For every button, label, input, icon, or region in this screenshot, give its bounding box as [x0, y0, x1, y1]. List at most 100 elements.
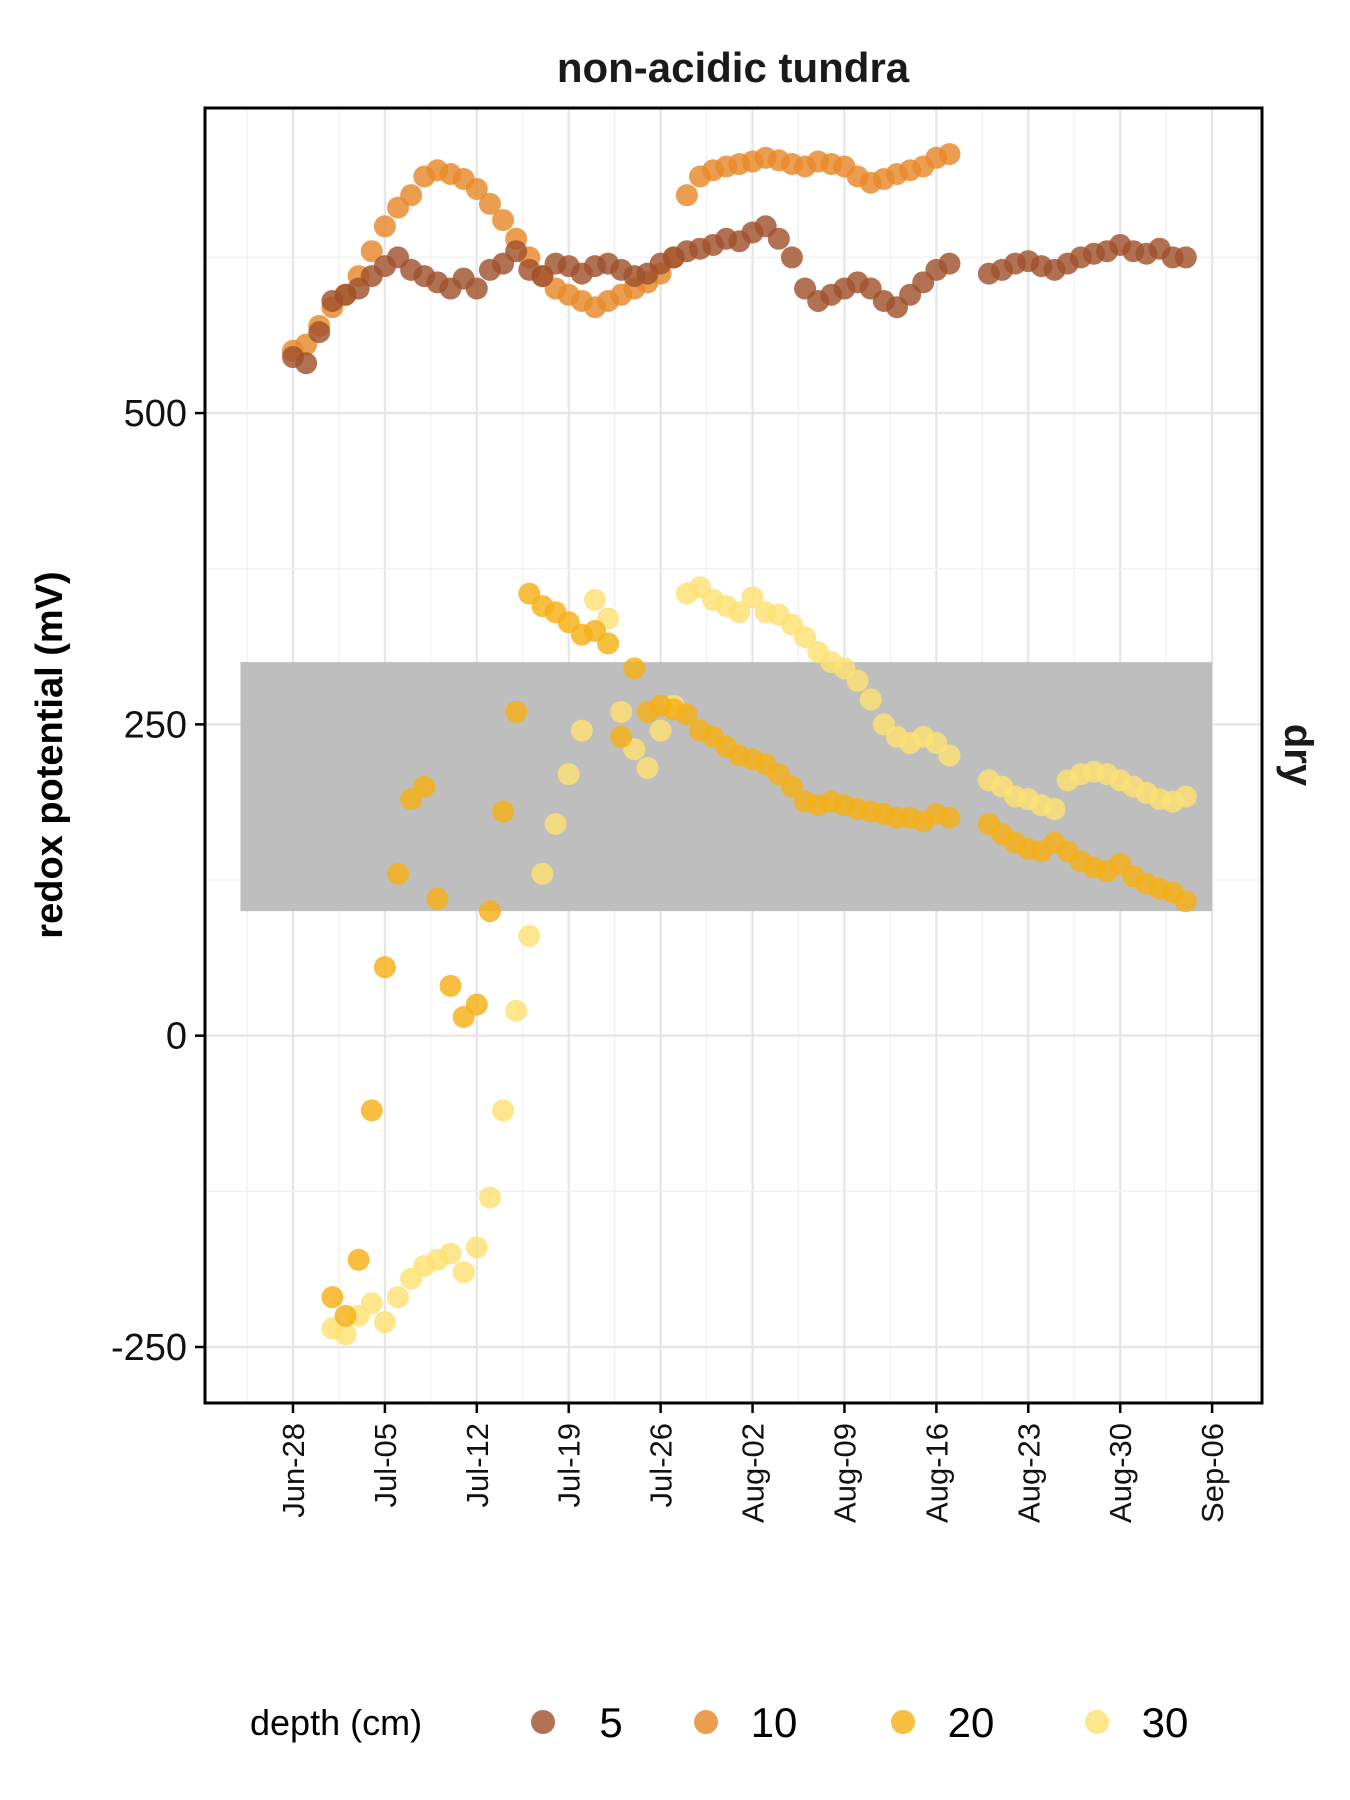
x-tick-label: Aug-09 — [827, 1423, 862, 1523]
data-point — [360, 1292, 383, 1315]
legend-key — [531, 1710, 555, 1734]
data-point — [938, 744, 961, 767]
data-point — [938, 806, 961, 829]
data-point — [321, 1286, 344, 1309]
data-point — [478, 192, 501, 215]
legend-item-30cm: 30 — [1085, 1699, 1188, 1746]
data-point — [308, 321, 331, 344]
legend-label: 20 — [948, 1699, 995, 1746]
x-tick-label: Jun-28 — [276, 1423, 311, 1518]
chart-title: non-acidic tundra — [557, 44, 910, 91]
data-point — [649, 719, 672, 742]
data-point — [938, 252, 961, 275]
y-tick-label: 0 — [166, 1016, 187, 1058]
series-20cm — [321, 582, 1197, 1327]
legend-key — [1085, 1710, 1109, 1734]
data-point — [780, 775, 803, 798]
axes: -250 0 250 500 Jun-28 Jul-05 Jul-12 Jul-19 Jul-2… — [111, 393, 1230, 1523]
data-point — [295, 352, 318, 375]
data-point — [741, 586, 764, 609]
legend-key — [694, 1710, 718, 1734]
legend-title: depth (cm) — [250, 1702, 422, 1743]
x-tick-label: Aug-23 — [1011, 1423, 1046, 1523]
data-point — [780, 246, 803, 269]
data-points — [281, 143, 1197, 1346]
data-point — [767, 227, 790, 250]
legend-item-10cm: 10 — [694, 1699, 797, 1746]
data-point — [465, 277, 488, 300]
data-point — [859, 688, 882, 711]
data-point — [505, 700, 528, 723]
data-point — [426, 887, 449, 910]
data-point — [334, 1304, 357, 1327]
data-point — [846, 669, 869, 692]
x-tick-label: Jul-19 — [552, 1423, 587, 1507]
y-tick-label: 250 — [124, 704, 187, 746]
data-point — [439, 1242, 462, 1265]
x-tick-label: Aug-02 — [736, 1423, 771, 1523]
x-tick-label: Aug-30 — [1103, 1423, 1138, 1523]
y-tick-label: -250 — [111, 1327, 187, 1369]
data-point — [387, 862, 410, 885]
data-point — [518, 925, 541, 948]
plot-border — [203, 106, 1264, 1405]
data-point — [570, 719, 593, 742]
data-point — [413, 775, 436, 798]
data-point — [373, 1311, 396, 1334]
data-point — [610, 700, 633, 723]
series-5cm — [281, 215, 1197, 375]
x-tick-label: Jul-26 — [644, 1423, 679, 1507]
data-point — [492, 1099, 515, 1122]
data-point — [465, 993, 488, 1016]
x-tick-label: Sep-06 — [1195, 1423, 1230, 1523]
legend-label: 30 — [1142, 1699, 1189, 1746]
data-point — [583, 588, 606, 611]
data-point — [794, 626, 817, 649]
legend: depth (cm) 5 10 20 30 — [250, 1699, 1188, 1746]
data-point — [373, 215, 396, 238]
data-point — [478, 900, 501, 923]
legend-item-5cm: 5 — [531, 1699, 623, 1746]
x-tick-label: Jul-12 — [460, 1423, 495, 1507]
data-point — [675, 703, 698, 726]
data-point — [492, 800, 515, 823]
data-point — [557, 763, 580, 786]
data-point — [505, 240, 528, 263]
data-point — [675, 184, 698, 207]
data-point — [478, 1186, 501, 1209]
legend-label: 10 — [751, 1699, 798, 1746]
legend-label: 5 — [599, 1699, 622, 1746]
data-point — [597, 632, 620, 655]
data-point — [728, 601, 751, 624]
data-point — [360, 1099, 383, 1122]
series-30cm — [321, 576, 1197, 1346]
data-point — [1174, 246, 1197, 269]
data-point — [1043, 798, 1066, 821]
x-tick-label: Aug-16 — [919, 1423, 954, 1523]
data-point — [373, 956, 396, 979]
data-point — [938, 143, 961, 166]
data-point — [531, 862, 554, 885]
data-point — [452, 1261, 475, 1284]
y-axis-title: redox potential (mV) — [29, 571, 71, 938]
data-point — [505, 999, 528, 1022]
data-point — [465, 177, 488, 200]
data-point — [623, 657, 646, 680]
legend-item-20cm: 20 — [891, 1699, 994, 1746]
facet-strip-label: dry — [1276, 724, 1320, 787]
data-point — [387, 1286, 410, 1309]
data-point — [1174, 890, 1197, 913]
data-point — [360, 240, 383, 263]
data-point — [334, 1323, 357, 1346]
data-point — [465, 1236, 488, 1259]
data-point — [610, 725, 633, 748]
data-point — [347, 1248, 370, 1271]
data-point — [636, 756, 659, 779]
data-point — [544, 812, 567, 835]
y-tick-label: 500 — [124, 393, 187, 435]
x-tick-label: Jul-05 — [368, 1423, 403, 1507]
data-point — [400, 184, 423, 207]
legend-key — [891, 1710, 915, 1734]
data-point — [492, 209, 515, 232]
